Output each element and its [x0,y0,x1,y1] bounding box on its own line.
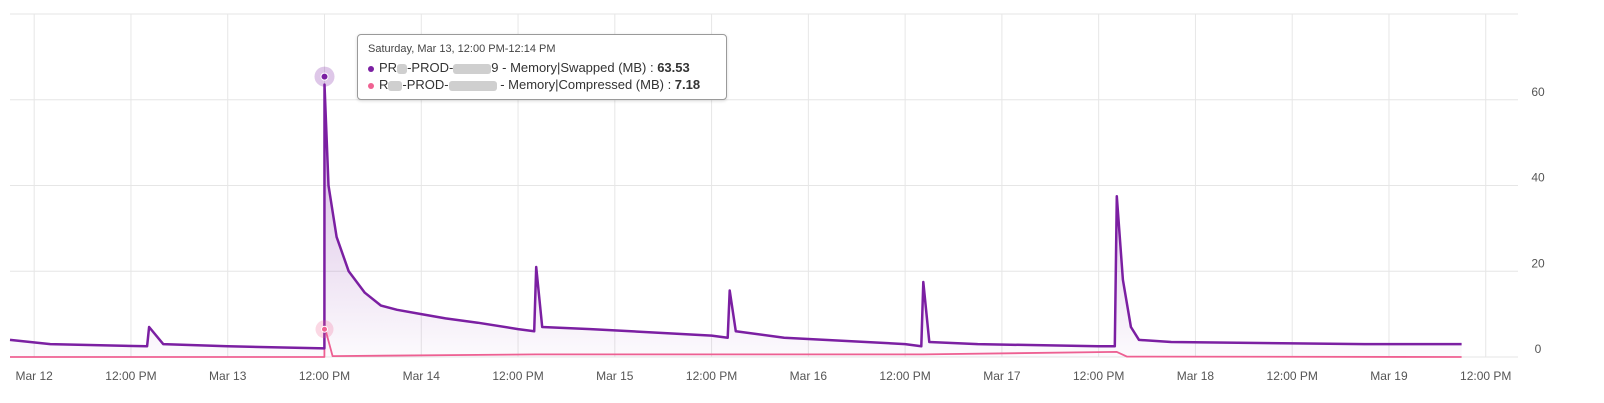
tooltip-row-suffix: - Memory|Compressed (MB) : [496,77,675,92]
series-line-swapped [9,83,1462,350]
x-tick-label: 12:00 PM [492,369,543,383]
tooltip-row-compressed: R -PROD- - Memory|Compressed (MB) : 7.18 [368,76,716,93]
grid-lines [10,13,1518,358]
x-tick-label: 12:00 PM [105,369,156,383]
hover-point-swapped [320,72,329,81]
x-tick-label: 12:00 PM [686,369,737,383]
tooltip-row-prefix: R [379,77,389,92]
x-tick-label: Mar 16 [790,369,828,383]
swapped-dot-icon [368,65,374,72]
y-tick-label: 0 [1535,342,1542,356]
tooltip-row-value: 63.53 [657,60,690,75]
y-tick-label: 60 [1531,85,1545,99]
hover-markers [314,66,335,339]
y-tick-label: 40 [1531,171,1545,185]
redacted-blur [453,63,492,74]
x-tick-label: 12:00 PM [1267,369,1318,383]
tooltip-row-mid: -PROD- [407,60,454,75]
x-tick-label: Mar 12 [16,369,54,383]
x-tick-label: 12:00 PM [1460,369,1511,383]
x-tick-label: Mar 15 [596,369,634,383]
x-tick-label: 12:00 PM [1073,369,1124,383]
hover-point-compressed [321,325,329,333]
x-tick-label: 12:00 PM [299,369,350,383]
redacted-blur [388,80,403,91]
y-axis-labels: 0 20 40 60 [1531,85,1545,356]
x-tick-label: Mar 17 [983,369,1021,383]
tooltip-title: Saturday, Mar 13, 12:00 PM-12:14 PM [368,43,556,55]
x-tick-label: 12:00 PM [879,369,930,383]
x-tick-label: Mar 13 [209,369,247,383]
tooltip-row-suffix: 9 - Memory|Swapped (MB) : [491,60,658,75]
redacted-blur [448,80,497,91]
chart-tooltip: Saturday, Mar 13, 12:00 PM-12:14 PM PR -P… [357,34,727,100]
x-tick-label: Mar 19 [1370,369,1408,383]
x-tick-label: Mar 14 [403,369,441,383]
redacted-blur [397,63,408,74]
tooltip-row-value: 7.18 [674,77,701,92]
y-tick-label: 20 [1531,256,1545,270]
x-axis-labels: Mar 12 12:00 PM Mar 13 12:00 PM Mar 14 12:00 … [16,369,1512,383]
x-tick-label: Mar 18 [1177,369,1215,383]
compressed-dot-icon [368,82,374,89]
tooltip-row-prefix: PR [379,60,398,75]
series-layer [9,83,1462,358]
tooltip-row-swapped: PR -PROD- 9 - Memory|Swapped (MB) : 63.53 [368,59,716,76]
tooltip-row-mid: -PROD- [402,77,449,92]
